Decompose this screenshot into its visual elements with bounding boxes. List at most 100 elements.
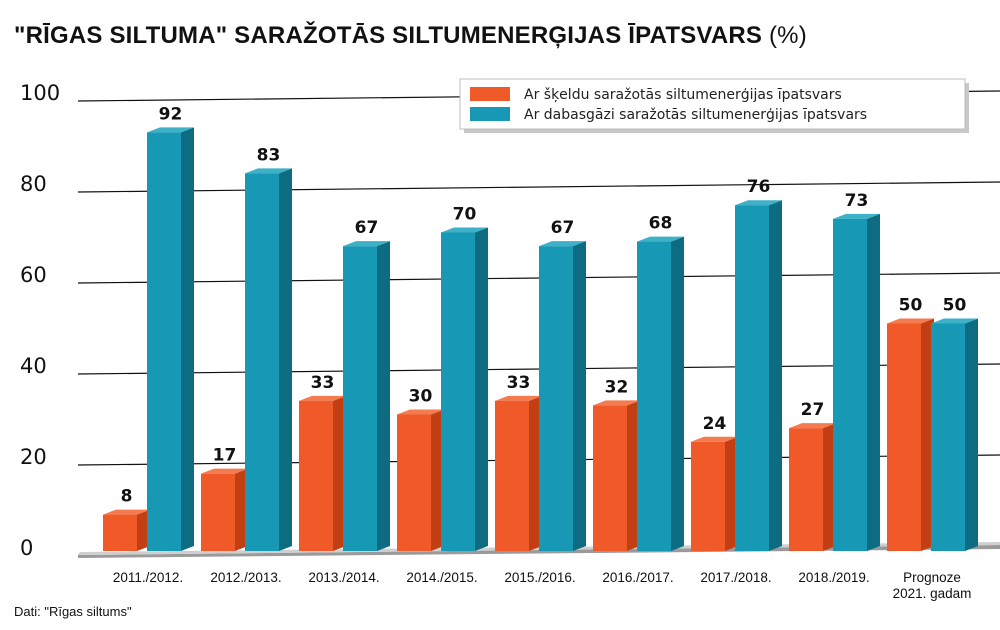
bar-side — [867, 213, 880, 551]
data-label: 70 — [453, 205, 477, 225]
y-tick-label: 20 — [20, 445, 47, 469]
bar-front — [691, 441, 725, 551]
data-label: 67 — [355, 218, 379, 238]
x-tick-label: 2013./2014. — [308, 570, 379, 585]
bar-side — [573, 241, 586, 551]
bar-top — [539, 241, 586, 247]
bar-top — [299, 395, 346, 401]
bar-front — [637, 241, 671, 551]
x-axis: 2011./2012. 2012./2013. 2013./2014. 2014./2… — [113, 570, 972, 601]
y-tick-label: 0 — [20, 536, 33, 560]
bar-side — [769, 200, 782, 551]
bar — [637, 236, 684, 551]
bar — [833, 213, 880, 551]
bar-front — [397, 414, 431, 551]
bar-top — [201, 468, 248, 474]
bar-side — [377, 241, 390, 551]
bar-top — [343, 241, 390, 247]
bar-front — [789, 428, 823, 551]
bar-front — [245, 173, 279, 551]
bar-side — [137, 509, 150, 551]
bar-top — [735, 200, 782, 206]
bar-top — [495, 395, 542, 401]
bar — [931, 318, 978, 551]
bar-side — [921, 318, 934, 551]
bar-side — [333, 395, 346, 551]
data-label: 67 — [551, 218, 575, 238]
legend-label: Ar dabasgāzi saražotās siltumenerģijas ī… — [524, 107, 867, 123]
data-label: 24 — [703, 414, 727, 434]
bar-side — [475, 227, 488, 551]
gridline — [77, 181, 1000, 193]
bar-top — [887, 318, 934, 324]
bar-side — [965, 318, 978, 551]
bar-top — [691, 436, 738, 442]
y-axis: 0 20 40 60 80 100 — [20, 81, 60, 560]
data-label: 17 — [213, 446, 237, 466]
bar — [539, 241, 586, 551]
legend-box — [459, 78, 966, 130]
y-tick-label: 40 — [20, 354, 47, 378]
bar-top — [931, 318, 978, 324]
x-tick-label: Prognoze 2021. gadam — [893, 570, 972, 601]
bar-front — [887, 323, 921, 551]
bar-front — [735, 205, 769, 551]
bar-top — [789, 423, 836, 429]
bar-top — [103, 509, 150, 515]
x-tick-label: 2017./2018. — [700, 570, 771, 585]
bar-front — [931, 323, 965, 551]
bar — [593, 400, 640, 551]
data-label: 32 — [605, 377, 629, 397]
bar-top — [397, 409, 444, 415]
data-label: 83 — [257, 145, 281, 165]
data-label: 33 — [507, 373, 531, 393]
bar — [691, 436, 738, 551]
x-tick-label: 2015./2016. — [504, 570, 575, 585]
data-label: 50 — [899, 296, 923, 316]
bar — [245, 168, 292, 551]
bar — [397, 409, 444, 551]
bar-front — [201, 473, 235, 551]
data-label: 33 — [311, 373, 335, 393]
data-label: 8 — [121, 487, 133, 507]
bar-top — [245, 168, 292, 174]
bar-top — [593, 400, 640, 406]
y-tick-label: 80 — [20, 172, 47, 196]
bar-front — [147, 132, 181, 551]
bar — [343, 241, 390, 551]
x-tick-label: 2011./2012. — [113, 570, 183, 585]
bar-front — [343, 246, 377, 551]
bar-front — [103, 514, 137, 551]
bar — [735, 200, 782, 551]
bar — [201, 468, 248, 551]
bars — [103, 127, 978, 552]
data-label: 73 — [845, 191, 869, 211]
bar-side — [431, 409, 444, 551]
bar-front — [495, 400, 529, 551]
x-tick-label: 2016./2017. — [602, 570, 673, 585]
y-tick-label: 100 — [20, 81, 60, 105]
bar — [789, 423, 836, 551]
bar-top — [441, 227, 488, 233]
bar-front — [593, 405, 627, 551]
data-label: 50 — [943, 296, 967, 316]
legend: Ar šķeldu saražotās siltumenerģijas īpat… — [459, 78, 969, 133]
bar-front — [539, 246, 573, 551]
bar-side — [235, 468, 248, 551]
data-label: 68 — [649, 214, 673, 234]
data-source-note: Dati: "Rīgas siltums" — [14, 604, 132, 619]
bar-side — [279, 168, 292, 551]
bar-front — [441, 232, 475, 551]
data-label: 27 — [801, 400, 825, 420]
legend-swatch — [470, 87, 510, 101]
data-label: 30 — [409, 387, 433, 407]
bar-side — [671, 236, 684, 551]
chart-title-unit: (%) — [768, 22, 807, 49]
x-tick-label: 2018./2019. — [798, 570, 869, 585]
bar-side — [725, 436, 738, 551]
bar — [299, 395, 346, 551]
bar-side — [627, 400, 640, 551]
bar-top — [147, 127, 194, 133]
bar-front — [299, 400, 333, 551]
